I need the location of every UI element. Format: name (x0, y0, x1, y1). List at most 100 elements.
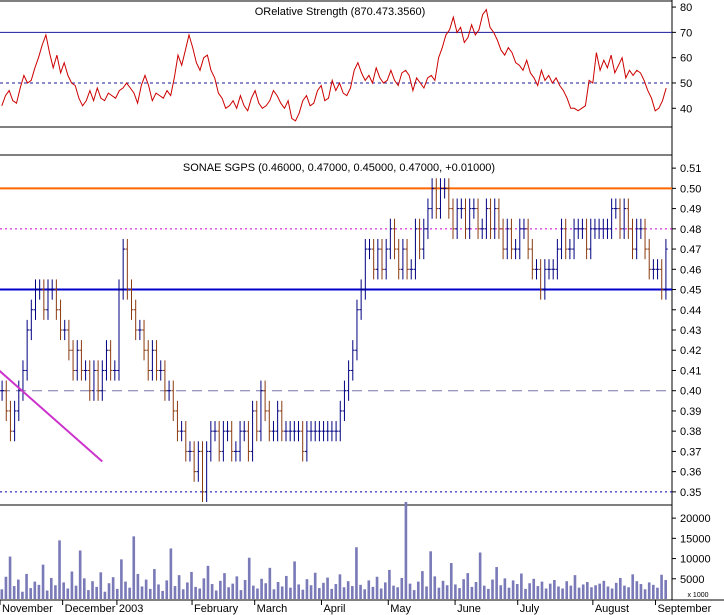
volume-unit-label: x 1000 (687, 592, 708, 599)
volume-bar (264, 583, 268, 599)
month-axis: November December 2003 February March April Ma… (0, 600, 712, 615)
volume-bar (223, 573, 226, 599)
volume-bar (70, 571, 74, 599)
volume-bar (243, 579, 247, 599)
volume-bar (62, 582, 65, 599)
volume-bar (355, 547, 358, 599)
volume-bar (454, 584, 457, 599)
volume-bar (202, 578, 206, 599)
volume-bar (652, 584, 655, 599)
volume-bar (614, 582, 618, 599)
volume-bar (87, 590, 90, 599)
price-ohlc-bars (0, 178, 668, 502)
volume-bar (482, 585, 486, 599)
volume-bar (383, 582, 387, 599)
volume-bar (619, 577, 622, 599)
volume-bar (561, 588, 564, 599)
volume-bar (115, 588, 119, 599)
volume-bar (404, 501, 408, 599)
volume-bar (602, 580, 606, 599)
rsi-tick-label: 80 (680, 2, 692, 14)
volume-bar (206, 565, 210, 599)
volume-bar (33, 581, 37, 599)
volume-bar (169, 548, 173, 599)
volume-bar (45, 590, 49, 599)
volume-bar (524, 588, 527, 599)
volume-bar (627, 587, 630, 599)
rsi-title: ORelative Strength (870.473.3560) (255, 6, 426, 18)
volume-bar (280, 586, 284, 599)
rsi-tick-label: 40 (680, 103, 692, 115)
volume-bar (425, 586, 428, 599)
price-axis: 0.51 0.50 0.49 0.48 0.47 0.46 0.45 0.44 0.43 0.42… (672, 163, 701, 499)
volume-bar (95, 586, 98, 599)
volume-bar (41, 564, 45, 599)
month-label: November (2, 603, 53, 615)
volume-bar (503, 578, 507, 599)
volume-axis: 20000 15000 10000 5000 (672, 513, 711, 586)
volume-bar (350, 586, 354, 599)
volume-bar (58, 540, 61, 599)
volume-bar (474, 582, 478, 599)
price-tick-label: 0.43 (680, 325, 701, 337)
volume-bar (515, 584, 519, 599)
volume-bar (342, 587, 346, 599)
volume-bar (581, 584, 585, 599)
volume-bar (82, 578, 86, 599)
volume-bar (656, 587, 659, 599)
price-tick-label: 0.44 (680, 305, 701, 317)
volume-bar (487, 588, 490, 599)
volume-bar (334, 584, 338, 599)
price-tick-label: 0.47 (680, 244, 701, 256)
volume-bar (318, 588, 321, 599)
volume-bar (437, 587, 441, 599)
volume-bar (647, 582, 651, 599)
volume-bar (272, 589, 276, 599)
volume-bar (594, 585, 597, 599)
volume-bar (111, 577, 115, 599)
month-label: June (457, 603, 481, 615)
volume-bar (74, 585, 78, 599)
volume-bar (210, 584, 214, 599)
volume-bar (586, 582, 589, 599)
volume-bar (421, 571, 424, 599)
volume-bar (132, 536, 136, 599)
volume-tick-label: 10000 (680, 554, 711, 566)
volume-bar (495, 567, 498, 599)
rsi-reference-lines (0, 31, 672, 84)
volume-bar (396, 587, 399, 599)
volume-bar (330, 588, 333, 599)
volume-bar (408, 583, 412, 599)
volume-bar (194, 586, 197, 599)
volume-bar (78, 550, 82, 599)
volume-bar (309, 585, 313, 599)
volume-bar (606, 586, 610, 599)
volume-bar (293, 561, 296, 599)
volume-bar (99, 572, 103, 599)
trend-line-group (0, 369, 103, 463)
volume-bar (379, 588, 383, 599)
volume-bar (136, 573, 140, 599)
volume-bar (429, 551, 432, 599)
volume-bar (478, 552, 482, 599)
volume-bar (8, 556, 12, 599)
volume-bar (305, 579, 309, 599)
volume-bar (153, 569, 156, 599)
volume-bar (276, 582, 280, 599)
volume-bar (375, 576, 379, 599)
price-tick-label: 0.50 (680, 183, 701, 195)
price-tick-label: 0.45 (680, 285, 701, 297)
month-label: May (390, 603, 411, 615)
volume-bar (540, 581, 544, 599)
volume-bar (124, 581, 127, 599)
volume-bar (239, 590, 243, 599)
volume-bar (256, 588, 259, 599)
volume-bar (532, 578, 536, 599)
volume-bar (499, 585, 503, 599)
volume-bar (565, 581, 569, 599)
volume-bar (289, 587, 292, 599)
volume-bar (247, 557, 251, 599)
volume-bar (458, 588, 461, 599)
volume-bar (322, 582, 325, 599)
